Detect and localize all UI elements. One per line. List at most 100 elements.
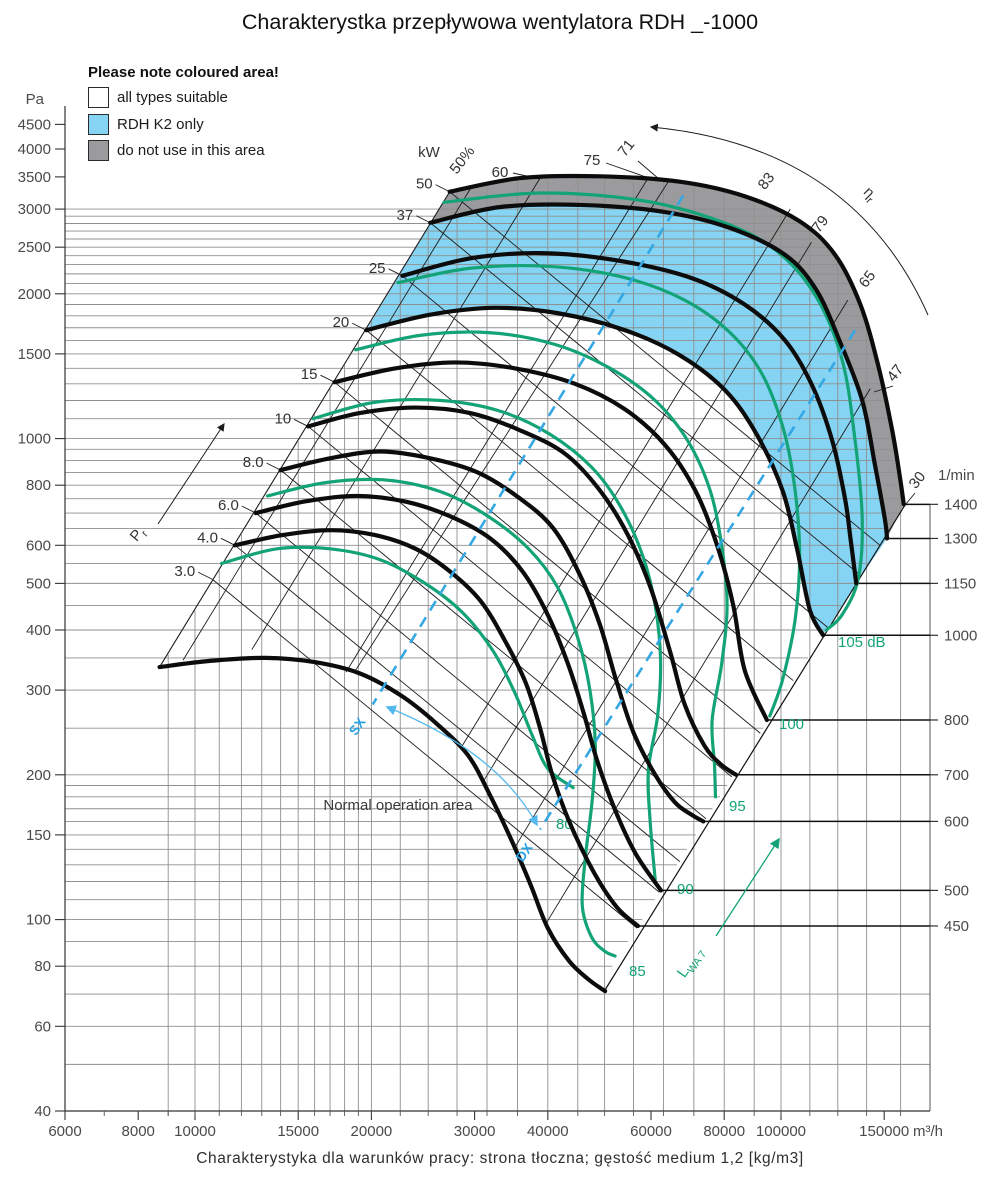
chart-label: 40 — [34, 1103, 51, 1120]
speed-curve-1000 — [364, 305, 826, 638]
chart-label: 37 — [397, 207, 414, 224]
chart-label: 1000 — [18, 431, 51, 448]
chart-label: 15 — [301, 366, 318, 383]
chart-label: DX — [513, 840, 536, 864]
chart-label: 65 — [856, 267, 880, 291]
chart-label: 71 — [615, 136, 639, 160]
chart-label: 800 — [26, 477, 51, 494]
chart-label: 8000 — [122, 1123, 155, 1140]
chart-label: 300 — [26, 682, 51, 699]
chart-label: 600 — [26, 537, 51, 554]
chart-label: 80000 — [703, 1123, 745, 1140]
chart-label: 600 — [944, 813, 969, 830]
speed-curve-1400 — [447, 173, 906, 507]
chart-label: 400 — [26, 622, 51, 639]
noise-curve-100 — [396, 264, 802, 718]
chart-label: 3500 — [18, 169, 51, 186]
chart-label: 4500 — [18, 116, 51, 133]
chart-label: 10000 — [174, 1123, 216, 1140]
speed-curve-800 — [332, 360, 769, 723]
speed-curve-1300 — [428, 202, 890, 541]
chart-label: 4.0 — [197, 529, 218, 546]
chart-label: 25 — [369, 260, 386, 277]
legend-item: do not use in this area — [88, 140, 279, 161]
legend-item: RDH K2 only — [88, 113, 279, 135]
chart-label: 6000 — [48, 1123, 81, 1140]
chart-label: 500 — [944, 882, 969, 899]
chart-label: 3.0 — [174, 563, 195, 580]
legend-swatch-icon — [88, 140, 109, 161]
chart-label: 2500 — [18, 239, 51, 256]
chart-legend: Please note coloured area! all types sui… — [88, 64, 279, 167]
chart-label: 3000 — [18, 201, 51, 218]
chart-label: LWA 7 — [674, 944, 709, 983]
chart-label: 1400 — [944, 496, 977, 513]
axes: Pa 4500 4000 3500 3000 2500 2000 1500 1000 800 600… — [18, 91, 943, 1140]
chart-label: 1/min — [938, 467, 975, 484]
chart-label: 1300 — [944, 530, 977, 547]
chart-label: 200 — [26, 767, 51, 784]
chart-label: 20000 — [351, 1123, 393, 1140]
speed-curve-1150 — [400, 250, 859, 586]
chart-label: 47 — [884, 361, 908, 385]
chart-label: 30 — [906, 468, 930, 492]
legend-item-label: all types suitable — [117, 89, 228, 106]
legend-heading: Please note coloured area! — [88, 64, 279, 81]
chart-label: 60 — [492, 164, 509, 181]
speed-curve-500 — [253, 493, 664, 893]
chart-label: 1000 — [944, 627, 977, 644]
chart-label: Normal operation area — [323, 797, 473, 814]
legend-item-label: RDH K2 only — [117, 115, 204, 133]
chart-label: 2000 — [18, 286, 51, 303]
chart-label: 700 — [944, 767, 969, 784]
speed-curve-min — [157, 655, 608, 994]
chart-label: 83 — [755, 169, 779, 193]
normal-operation-label: Normal operation area — [323, 797, 473, 814]
chart-label: 60000 — [630, 1123, 672, 1140]
legend-item: all types suitable — [88, 87, 279, 108]
lwa-direction: LWA 7 — [674, 837, 780, 983]
chart-label: 105 dB — [838, 634, 886, 651]
chart-label: 60 — [34, 1018, 51, 1035]
chart-label: 450 — [944, 918, 969, 935]
chart-label: 150 — [26, 827, 51, 844]
speed-curve-600 — [278, 449, 706, 824]
chart-label: 6.0 — [218, 497, 239, 514]
chart-label: 40000 — [527, 1123, 569, 1140]
chart-label: 800 — [944, 712, 969, 729]
chart-label: 95 — [729, 798, 746, 815]
chart-label: 1500 — [18, 346, 51, 363]
chart-label: 100000 — [756, 1123, 806, 1140]
noise-curve-105 dB — [442, 191, 864, 632]
grid — [65, 176, 930, 1112]
legend-item-label: do not use in this area — [117, 142, 265, 159]
chart-label: kW — [418, 144, 441, 161]
chart-label: 15000 — [277, 1123, 319, 1140]
chart-label: 1150 — [944, 575, 976, 592]
chart-label: 85 — [629, 963, 646, 980]
chart-label: 10 — [274, 410, 291, 427]
chart-label: 100 — [779, 716, 804, 733]
chart-label: 150000 — [859, 1123, 909, 1140]
noise-curve-95 — [354, 330, 729, 799]
chart-label: 20 — [333, 314, 350, 331]
chart-label: 50 — [416, 176, 433, 193]
noise-curve-85 — [265, 477, 617, 958]
surge-line — [159, 191, 451, 668]
speed-curve-450 — [232, 528, 641, 929]
chart-label: 4000 — [18, 141, 51, 158]
chart-label: 90 — [677, 881, 694, 898]
legend-swatch-icon — [88, 113, 109, 135]
speed-curve-700 — [306, 405, 739, 777]
chart-label: 100 — [26, 912, 51, 929]
legend-swatch-icon — [88, 87, 109, 108]
chart-label: SX — [346, 715, 369, 738]
chart-label: 75 — [584, 152, 601, 169]
chart-label: 80 — [34, 958, 51, 975]
chart-label: 500 — [26, 575, 51, 592]
chart-label: Pa — [26, 91, 45, 108]
chart-label: 8.0 — [243, 454, 264, 471]
chart-label: Pr — [127, 523, 151, 547]
